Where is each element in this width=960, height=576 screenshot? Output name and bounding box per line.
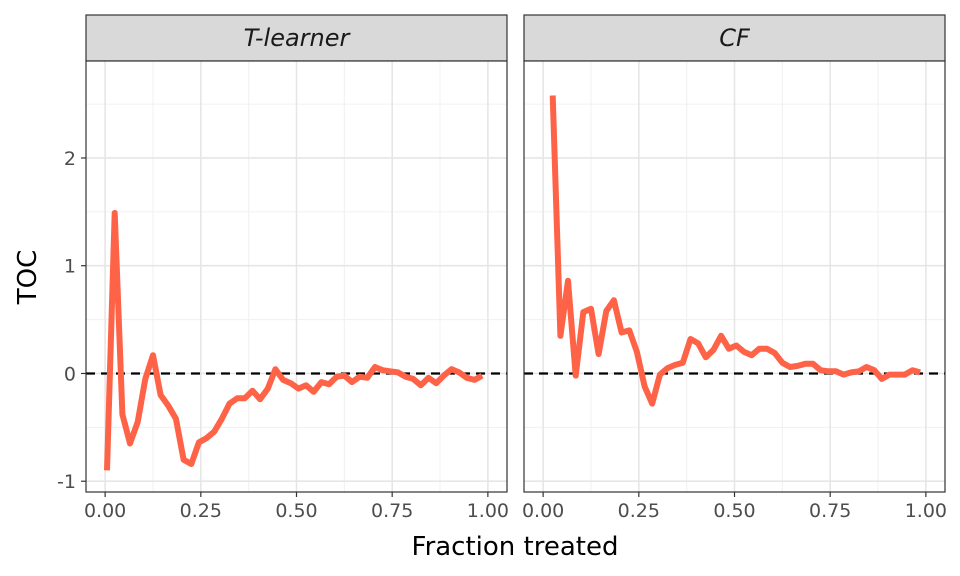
x-tick-label: 0.75 — [371, 500, 413, 522]
facet-label: T-learner — [244, 24, 352, 52]
toc-series-line — [104, 209, 484, 471]
y-axis-title: TOC — [13, 250, 43, 306]
facet-strip — [523, 14, 946, 62]
facet-label: CF — [719, 24, 751, 52]
toc-series-line — [549, 95, 921, 407]
x-tick-label: 0.00 — [84, 500, 126, 522]
panel-1: CF 0.00 0.25 0.50 0.75 1.00 — [522, 14, 947, 522]
panel-0: T-learner 0.00 0.25 0.50 0.75 1.00 -1 0 1 2 — [57, 14, 509, 522]
x-tick-label: 0.25 — [180, 500, 222, 522]
x-tick-label: 0.50 — [713, 500, 755, 522]
x-tick-label: 0.75 — [809, 500, 851, 522]
x-tick-label: 0.25 — [618, 500, 660, 522]
x-tick-label: 1.00 — [905, 500, 947, 522]
x-axis-title: Fraction treated — [412, 532, 619, 562]
x-tick-label: 0.00 — [522, 500, 564, 522]
x-tick-label: 1.00 — [467, 500, 509, 522]
y-tick-label: 1 — [64, 256, 76, 278]
y-tick-label: -1 — [57, 471, 76, 493]
facet-strip — [85, 14, 508, 62]
y-tick-label: 0 — [64, 363, 76, 385]
y-tick-label: 2 — [64, 148, 76, 170]
x-tick-label: 0.50 — [275, 500, 317, 522]
